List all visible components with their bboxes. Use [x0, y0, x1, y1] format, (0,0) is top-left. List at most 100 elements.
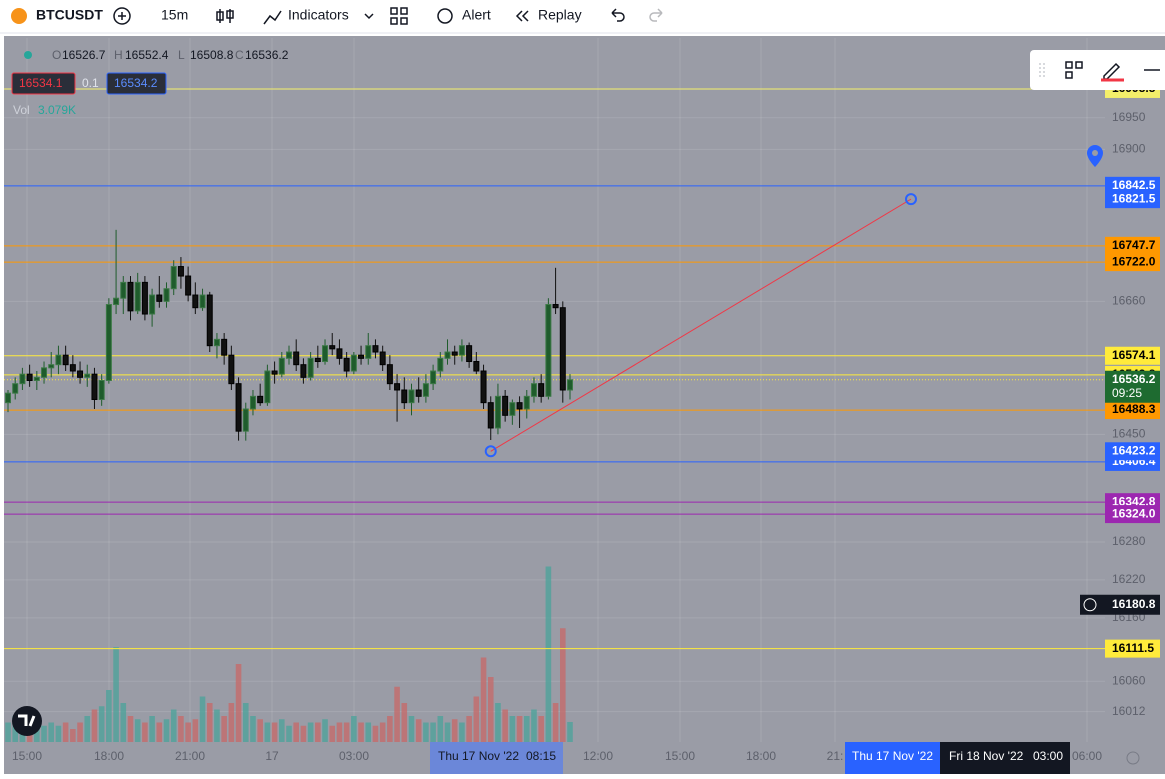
candle-body: [127, 281, 134, 312]
level-label-box: [1105, 236, 1160, 255]
layout-button[interactable]: [390, 7, 408, 25]
volume-bar: [250, 716, 256, 742]
x-tick-label: 21:: [827, 749, 844, 763]
volume-bar: [278, 719, 285, 742]
logo-mark: [18, 714, 36, 727]
sell-button[interactable]: [11, 72, 76, 95]
time-highlight: [430, 742, 563, 774]
drawing-toolbar: [1030, 50, 1165, 90]
indicators-button[interactable]: Indicators: [288, 7, 349, 23]
volume-bar: [437, 716, 444, 742]
x-tick-label: 21:00: [175, 749, 205, 763]
chart-type-icon: [226, 10, 234, 19]
volume-bar: [509, 716, 516, 742]
candle-body: [48, 364, 55, 369]
redo-button[interactable]: [649, 8, 663, 22]
template-button[interactable]: [1065, 61, 1073, 69]
volume-bar: [134, 719, 141, 742]
level-label: 16842.5: [1112, 178, 1156, 192]
candle-body: [538, 383, 545, 397]
candle-body: [379, 351, 386, 366]
trend-handle[interactable]: [484, 445, 497, 458]
x-tick-label: 12:00: [583, 749, 613, 763]
crosshair-box: [1080, 594, 1160, 615]
layout-icon: [400, 17, 408, 25]
candle-body: [386, 364, 393, 385]
candle-body: [91, 373, 98, 400]
buy-price: 16534.2: [114, 76, 158, 90]
volume-bar: [55, 725, 62, 742]
buy-button[interactable]: [106, 72, 167, 95]
settings-button[interactable]: [1126, 751, 1140, 765]
symbol[interactable]: BTCUSDT: [36, 7, 103, 23]
volume-bar: [257, 719, 263, 742]
current-price-box: [1105, 370, 1160, 403]
volume-bar: [206, 703, 213, 742]
level-label-box: [1105, 401, 1160, 420]
status-dot: [24, 51, 32, 59]
candle-body: [41, 367, 48, 378]
volume-bar: [401, 703, 408, 742]
volume-bar: [163, 719, 170, 742]
interval[interactable]: 15m: [161, 7, 188, 23]
volume-bar: [106, 690, 112, 742]
candle-body: [336, 348, 343, 359]
volume-bar: [221, 716, 227, 742]
volume-bar: [379, 722, 386, 742]
candle-body: [358, 354, 365, 359]
candle-body: [530, 383, 537, 397]
candle-body: [113, 297, 120, 306]
candle-body: [480, 370, 487, 404]
volume-bar: [156, 722, 163, 742]
candle-body: [415, 389, 422, 397]
legend-value: 16508.8: [190, 48, 234, 62]
trend-handle[interactable]: [905, 193, 917, 206]
volume-bar: [451, 719, 458, 742]
volume-bar: [415, 719, 422, 742]
candle-body: [156, 294, 163, 302]
alert-button[interactable]: Alert: [462, 7, 491, 23]
volume-bar: [199, 696, 206, 742]
trend-label: 16423.2: [1112, 443, 1156, 457]
volume-bar: [343, 722, 350, 742]
compare-button[interactable]: [113, 7, 131, 25]
volume-bar: [84, 716, 91, 742]
time-highlight-date: Thu 17 Nov '22: [852, 749, 933, 763]
candle-body: [33, 376, 40, 382]
level-label: 16747.7: [1112, 238, 1156, 252]
candle-body: [487, 402, 494, 429]
sell-price: 16534.1: [19, 76, 63, 90]
chart-area: [4, 36, 1165, 774]
time-crosshair-box: [940, 742, 1070, 774]
volume-bar: [394, 686, 400, 742]
volume-bar: [336, 722, 343, 742]
volume-bar: [538, 716, 544, 742]
crosshair-price: 16180.8: [1112, 597, 1156, 611]
volume-bar: [358, 722, 364, 742]
candle-body: [567, 379, 573, 391]
volume-bar: [423, 722, 429, 742]
volume-bar: [559, 628, 566, 742]
volume-bar: [523, 716, 530, 742]
candle-body: [206, 294, 213, 347]
volume-bar: [91, 709, 98, 742]
legend-label: L: [178, 48, 185, 62]
volume-bar: [192, 719, 199, 742]
candle-body: [401, 389, 408, 404]
y-tick-label: 16450: [1112, 426, 1146, 440]
y-tick-label: 16280: [1112, 534, 1146, 548]
volume-bar: [214, 709, 220, 742]
volume-bar: [286, 725, 292, 742]
candle-body: [516, 402, 523, 410]
candle-body: [451, 351, 458, 356]
candle-body: [98, 380, 105, 400]
volume-bar: [444, 722, 451, 742]
volume-bar: [271, 722, 278, 742]
replay-button[interactable]: Replay: [538, 7, 582, 23]
crosshair-add-button[interactable]: [1083, 598, 1097, 612]
candle-body: [343, 357, 350, 372]
templates-dropdown[interactable]: [364, 13, 374, 20]
undo-button[interactable]: [611, 8, 625, 22]
candle-body: [26, 373, 33, 382]
